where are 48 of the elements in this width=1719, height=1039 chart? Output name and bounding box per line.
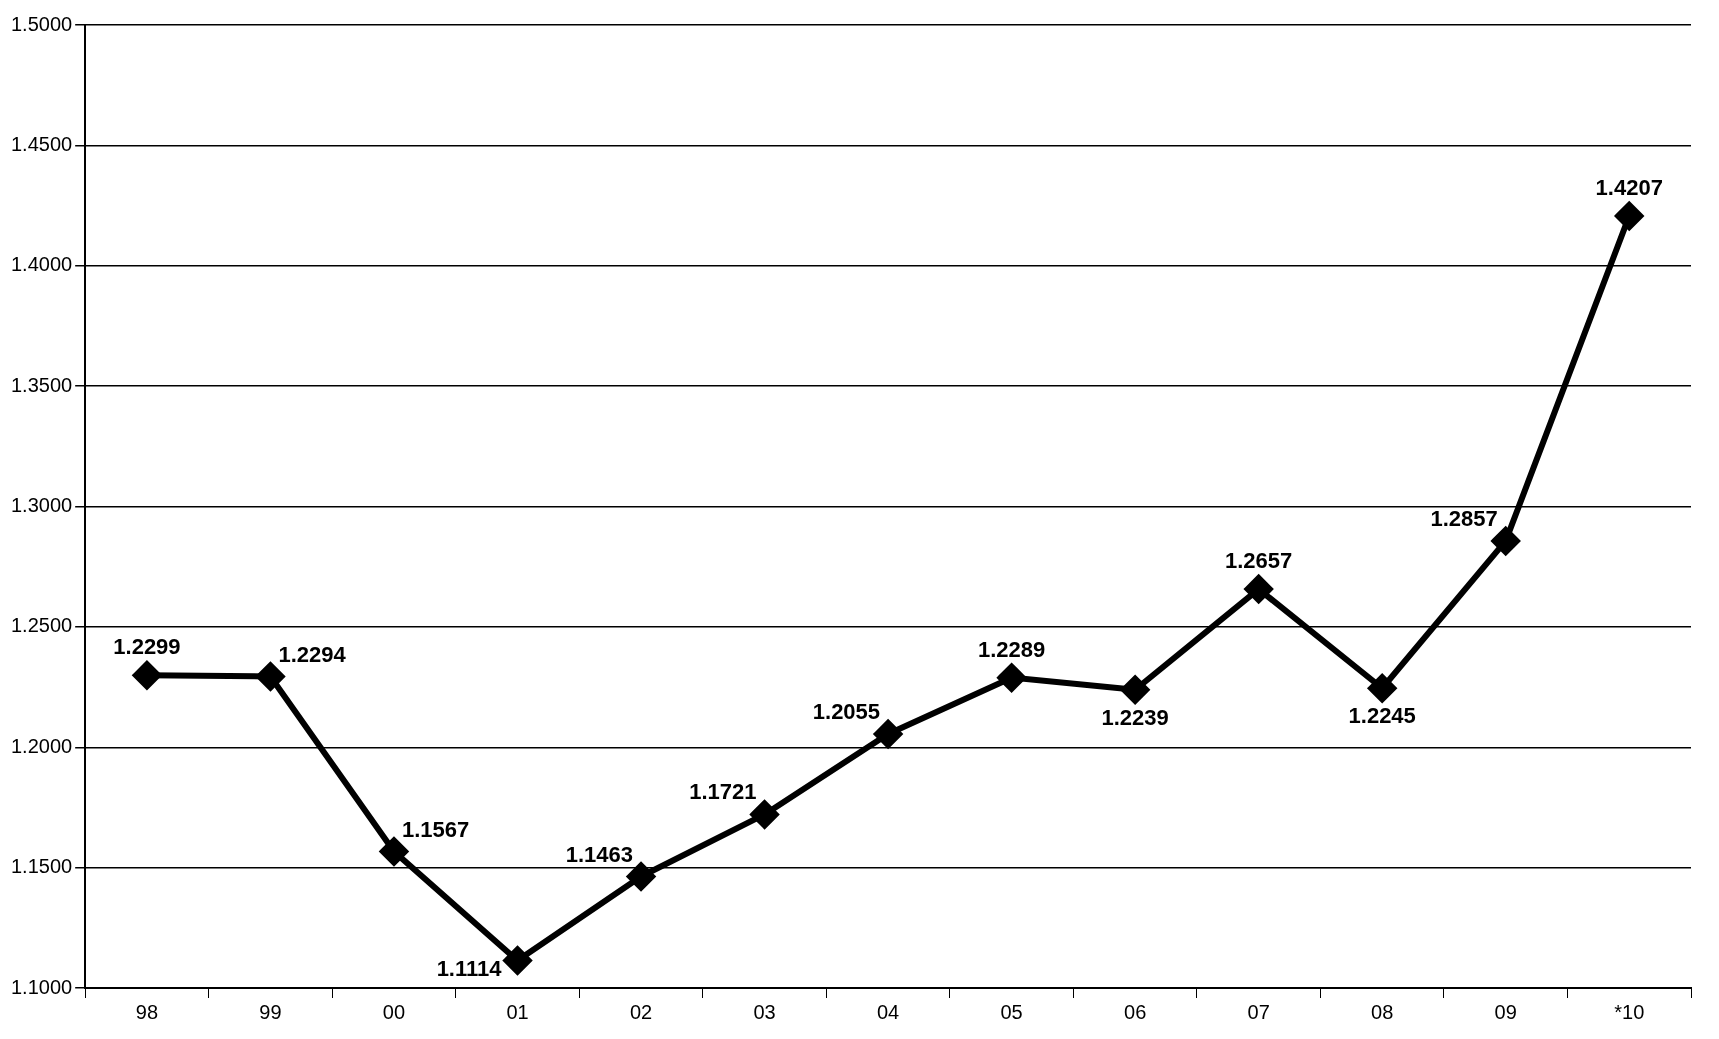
y-tick-label: 1.1500: [11, 855, 73, 878]
y-tick-label: 1.3000: [11, 494, 73, 517]
data-label: 1.1463: [565, 841, 634, 867]
data-label: 1.2299: [113, 634, 181, 660]
x-tick-label: 99: [259, 1000, 282, 1023]
point: [1615, 201, 1644, 230]
point: [503, 946, 532, 975]
y-tick-label: 1.2000: [11, 734, 73, 757]
point: [132, 661, 161, 690]
point: [750, 800, 779, 829]
y-tick-label: 1.5000: [11, 12, 73, 35]
point: [1368, 674, 1397, 703]
data-label: 1.2239: [1101, 704, 1169, 730]
data-label: 1.2857: [1430, 505, 1498, 531]
x-tick-label: 06: [1124, 1000, 1147, 1023]
x-tick-label: 09: [1494, 1000, 1517, 1023]
x-tick-label: 07: [1247, 1000, 1270, 1023]
y-tick-label: 1.3500: [11, 373, 73, 396]
point: [1244, 575, 1273, 604]
data-label: 1.1567: [401, 816, 470, 842]
data-label: 1.4207: [1595, 174, 1663, 200]
point: [1121, 675, 1150, 704]
y-tick-label: 1.4500: [11, 132, 73, 155]
x-tick-label: 01: [506, 1000, 529, 1023]
data-label: 1.1721: [689, 779, 757, 805]
point: [997, 663, 1026, 692]
x-tick-label: 02: [629, 1000, 653, 1023]
point: [1491, 526, 1520, 555]
y-tick-label: 1.1000: [11, 975, 73, 998]
data-label: 1.2294: [278, 641, 347, 667]
point: [256, 662, 285, 691]
y-tick-label: 1.2500: [11, 614, 73, 637]
point: [874, 720, 903, 749]
data-label: 1.2245: [1348, 703, 1416, 729]
x-tick-label: *10: [1614, 1000, 1645, 1023]
x-tick-label: 05: [1000, 1000, 1023, 1023]
x-tick-label: 08: [1371, 1000, 1394, 1023]
data-label: 1.2055: [812, 699, 881, 725]
data-label: 1.2289: [977, 636, 1046, 662]
x-tick-label: 98: [135, 1000, 159, 1023]
x-tick-label: 03: [753, 1000, 776, 1023]
point: [627, 862, 656, 891]
data-label: 1.1114: [436, 955, 503, 981]
y-tick-label: 1.4000: [11, 253, 73, 276]
data-label: 1.2657: [1225, 548, 1293, 574]
x-tick-label: 00: [382, 1000, 406, 1023]
point: [379, 837, 408, 866]
x-tick-label: 04: [876, 1000, 900, 1023]
